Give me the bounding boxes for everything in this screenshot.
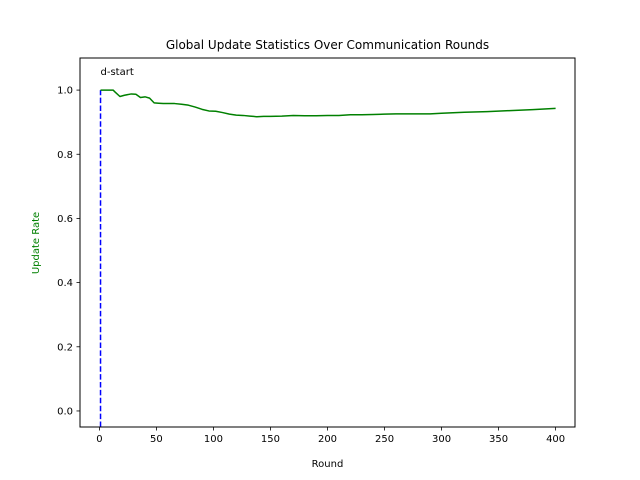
- d-start-annotation: d-start: [101, 67, 134, 78]
- y-axis-label: Update Rate: [31, 212, 42, 274]
- y-tick-label: 0.8: [57, 150, 73, 161]
- x-tick-label: 100: [204, 434, 223, 445]
- x-tick-label: 300: [432, 434, 451, 445]
- plot-frame: [79, 57, 576, 428]
- x-tick-label: 400: [546, 434, 565, 445]
- x-tick-label: 50: [150, 434, 163, 445]
- x-tick-label: 200: [318, 434, 337, 445]
- x-axis-ticks: 0 50 100 150 200 250 300 350 400: [96, 427, 565, 445]
- chart-title: Global Update Statistics Over Communicat…: [166, 38, 489, 52]
- y-tick-label: 0.0: [57, 406, 73, 417]
- y-tick-label: 0.2: [57, 342, 73, 353]
- x-tick-label: 150: [261, 434, 280, 445]
- y-tick-label: 0.4: [57, 278, 73, 289]
- plot-area: [99, 89, 556, 427]
- y-tick-label: 0.6: [57, 214, 73, 225]
- x-tick-label: 250: [375, 434, 394, 445]
- y-axis-ticks: 0.0 0.2 0.4 0.6 0.8 1.0: [57, 86, 80, 417]
- x-tick-label: 350: [489, 434, 508, 445]
- x-axis-label: Round: [312, 459, 344, 470]
- x-tick-label: 0: [96, 434, 102, 445]
- y-tick-label: 1.0: [57, 86, 73, 97]
- update-rate-line: [100, 89, 556, 118]
